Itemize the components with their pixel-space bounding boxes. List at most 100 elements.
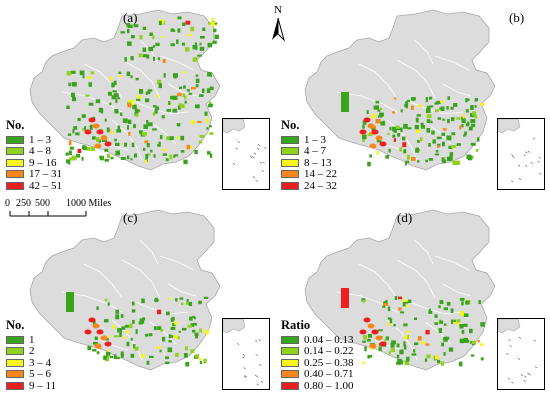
panel-label: (c) xyxy=(123,210,138,225)
county-patch xyxy=(183,85,186,89)
county-patch xyxy=(128,131,131,136)
county-patch xyxy=(480,322,485,327)
county-patch xyxy=(71,155,77,161)
province-border xyxy=(129,99,189,115)
county-patch xyxy=(444,336,450,340)
scale-label-250: 250 xyxy=(16,198,31,209)
county-patch xyxy=(434,322,439,325)
county-patch xyxy=(159,349,162,353)
county-patch xyxy=(207,151,211,155)
county-patch xyxy=(404,103,409,108)
county-patch xyxy=(470,142,476,146)
county-patch xyxy=(115,314,120,320)
inset-island-dash xyxy=(242,354,246,357)
legend-item: 2 xyxy=(6,345,56,357)
hotspot-patch xyxy=(367,123,375,129)
county-patch xyxy=(438,305,441,309)
county-patch xyxy=(113,354,117,360)
county-patch xyxy=(192,45,198,50)
county-patch xyxy=(116,129,122,133)
county-patch xyxy=(112,324,116,329)
hotspot-patch xyxy=(369,343,377,349)
county-patch xyxy=(128,24,133,28)
province-border xyxy=(434,55,470,71)
county-patch xyxy=(169,335,174,338)
county-patch xyxy=(127,155,130,160)
county-patch xyxy=(174,321,178,325)
legend-label: 1 – 3 xyxy=(304,133,326,146)
county-patch xyxy=(382,305,386,308)
county-patch xyxy=(114,357,120,360)
county-patch xyxy=(424,358,428,362)
legend-label: 9 – 16 xyxy=(29,156,57,169)
county-patch xyxy=(104,298,108,302)
county-patch xyxy=(104,118,107,122)
county-patch xyxy=(157,309,162,315)
inset-island-dash xyxy=(533,339,536,342)
inset-island-dash xyxy=(511,381,514,384)
county-patch xyxy=(168,101,171,105)
panel-label: (b) xyxy=(509,10,525,25)
county-patch xyxy=(396,343,400,348)
county-patch xyxy=(435,150,439,153)
legend-item: 17 – 31 xyxy=(6,168,62,180)
county-patch xyxy=(432,139,436,144)
county-patch xyxy=(165,158,169,162)
county-patch xyxy=(428,143,431,147)
county-patch xyxy=(170,29,176,32)
county-patch xyxy=(113,80,117,86)
county-patch xyxy=(159,135,163,140)
legend-swatch xyxy=(6,135,24,144)
county-patch xyxy=(436,136,442,140)
inset-island-dash xyxy=(249,156,253,159)
county-patch xyxy=(124,57,127,62)
county-patch xyxy=(435,109,439,113)
county-patch xyxy=(90,71,95,75)
county-patch xyxy=(185,20,191,25)
county-patch xyxy=(155,42,160,46)
county-patch xyxy=(470,354,475,357)
hotspot-patch xyxy=(96,129,104,135)
province-border xyxy=(414,239,434,265)
county-patch xyxy=(440,361,445,366)
county-patch xyxy=(195,84,199,88)
county-patch xyxy=(88,82,92,87)
county-patch xyxy=(362,134,367,140)
county-patch xyxy=(377,109,381,112)
county-patch xyxy=(123,336,126,340)
county-patch xyxy=(480,357,484,361)
south-china-sea-inset xyxy=(497,318,545,390)
inset-island-dash xyxy=(255,179,258,182)
province-border xyxy=(396,59,436,99)
hotspot-patch xyxy=(94,143,102,149)
county-patch xyxy=(136,109,141,112)
hotspot-patch xyxy=(371,129,379,135)
county-patch xyxy=(452,160,458,166)
inset-map xyxy=(223,119,267,182)
county-patch xyxy=(449,152,454,156)
legend-item: 4 – 8 xyxy=(6,145,62,157)
county-patch xyxy=(138,130,143,133)
county-patch xyxy=(150,149,153,153)
county-patch xyxy=(367,133,372,137)
county-patch xyxy=(115,98,118,103)
inset-island-dash xyxy=(257,147,260,150)
county-patch xyxy=(146,143,150,148)
county-patch xyxy=(71,92,75,97)
county-patch xyxy=(94,336,98,340)
legend-item: 0.80 – 1.00 xyxy=(281,380,354,392)
county-patch xyxy=(152,45,156,48)
county-patch xyxy=(190,323,195,327)
legend-label: 3 – 4 xyxy=(29,356,51,369)
county-patch xyxy=(380,121,386,126)
county-patch xyxy=(448,145,453,149)
county-patch xyxy=(79,70,85,76)
county-patch xyxy=(393,324,396,327)
legend-swatch xyxy=(6,381,24,390)
county-patch xyxy=(403,123,408,129)
county-patch xyxy=(199,42,202,46)
county-patch xyxy=(463,323,468,327)
county-patch xyxy=(386,336,389,341)
county-patch xyxy=(117,125,121,129)
county-patch xyxy=(127,103,132,108)
